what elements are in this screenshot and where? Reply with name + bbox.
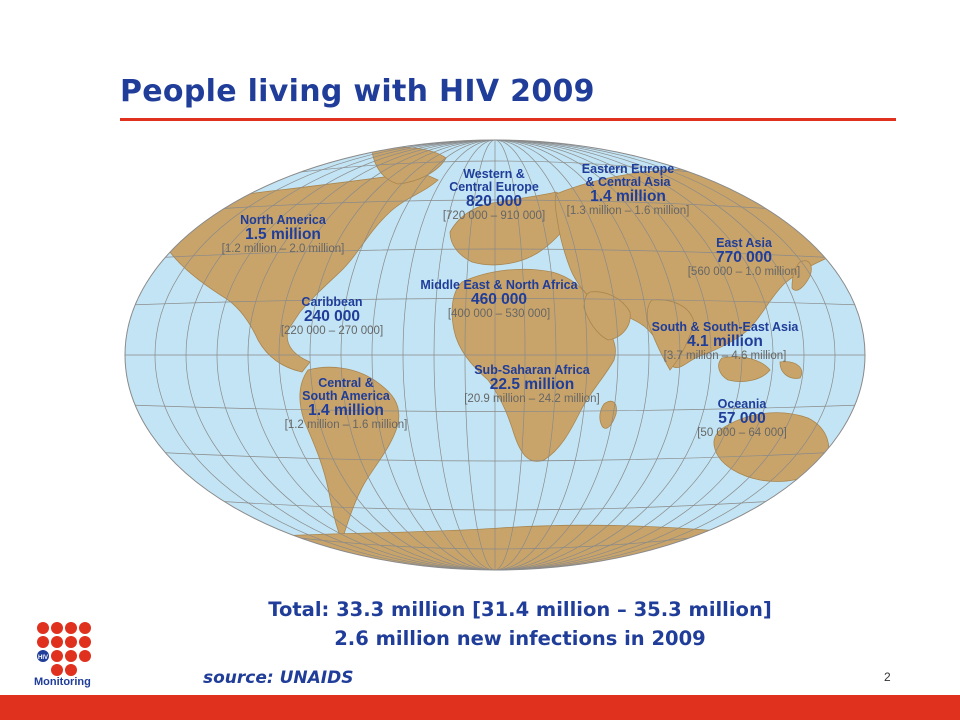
slide-title: People living with HIV 2009 [120,74,595,109]
logo-wordmark: Monitoring [34,676,91,688]
region-name: Sub-Saharan Africa [474,363,590,377]
title-underline [120,118,896,121]
region-sub-saharan-africa: Sub-Saharan Africa 22.5 million [20.9 mi… [434,364,630,406]
region-value: 770 000 [715,249,773,266]
region-value: 820 000 [465,193,523,210]
region-western-central-europe: Western & Central Europe 820 000 [720 00… [414,168,574,223]
north-america-landmass [149,171,439,373]
footer-bar [0,695,960,720]
region-range: [1.2 million – 2.0 million] [221,243,345,255]
region-range: [50 000 – 64 000] [697,427,787,439]
region-range: [20.9 million – 24.2 million] [464,393,600,405]
graticule-parallels [125,160,865,550]
region-range: [400 000 – 530 000] [447,308,551,320]
region-value: 4.1 million [687,333,763,350]
region-name-line1: Central & [318,376,374,390]
region-range: [560 000 – 1.0 million] [687,266,801,278]
india-landmass [646,299,695,371]
region-name-line1: Eastern Europe [581,162,675,176]
arabia-landmass [583,291,631,341]
region-oceania: Oceania 57 000 [50 000 – 64 000] [670,398,814,440]
region-value: 460 000 [470,291,528,308]
region-caribbean: Caribbean 240 000 [220 000 – 270 000] [252,296,412,338]
region-name: North America [240,213,326,227]
page-number: 2 [884,670,891,684]
region-value: 1.5 million [245,226,321,243]
total-line: Total: 33.3 million [31.4 million – 35.3… [268,598,772,621]
region-middle-east-north-africa: Middle East & North Africa 460 000 [400 … [394,279,604,321]
new-infections-line: 2.6 million new infections in 2009 [334,627,706,650]
antarctica-landmass [139,524,861,570]
logo-badge-text: HIV [38,655,48,661]
hiv-monitoring-logo: HIV [37,622,91,676]
region-range: [220 000 – 270 000] [280,325,384,337]
region-range: [720 000 – 910 000] [442,210,546,222]
region-north-america: North America 1.5 million [1.2 million –… [198,214,368,256]
globe-outline [124,139,866,571]
region-range: [3.7 million – 4.6 million] [663,350,787,362]
region-value: 240 000 [303,308,361,325]
region-value: 1.4 million [308,402,384,419]
europe-landmass [449,191,573,266]
region-south-southeast-asia: South & South-East Asia 4.1 million [3.7… [626,321,824,363]
region-range: [1.3 million – 1.6 million] [566,205,690,217]
source-citation: source: UNAIDS [203,668,354,688]
region-eastern-europe-central-asia: Eastern Europe & Central Asia 1.4 millio… [546,163,710,218]
region-name: Oceania [717,397,767,411]
region-east-asia: East Asia 770 000 [560 000 – 1.0 million… [664,237,824,279]
region-name: Caribbean [301,295,363,309]
region-name: East Asia [716,236,772,250]
region-value: 22.5 million [489,376,575,393]
region-name-line2: South America [302,389,390,403]
region-value: 1.4 million [590,188,666,205]
region-name-line2: & Central Asia [585,175,671,189]
africa-landmass [451,268,616,462]
region-name-line1: Western & [463,167,525,181]
region-central-south-america: Central & South America 1.4 million [1.2… [262,377,430,432]
region-name: Middle East & North Africa [420,278,578,292]
southeast-asia-islands [718,356,803,382]
region-name: South & South-East Asia [651,320,799,334]
region-range: [1.2 million – 1.6 million] [284,419,408,431]
region-name-line2: Central Europe [449,180,539,194]
region-value: 57 000 [718,410,766,427]
new-zealand-landmass [839,474,854,496]
